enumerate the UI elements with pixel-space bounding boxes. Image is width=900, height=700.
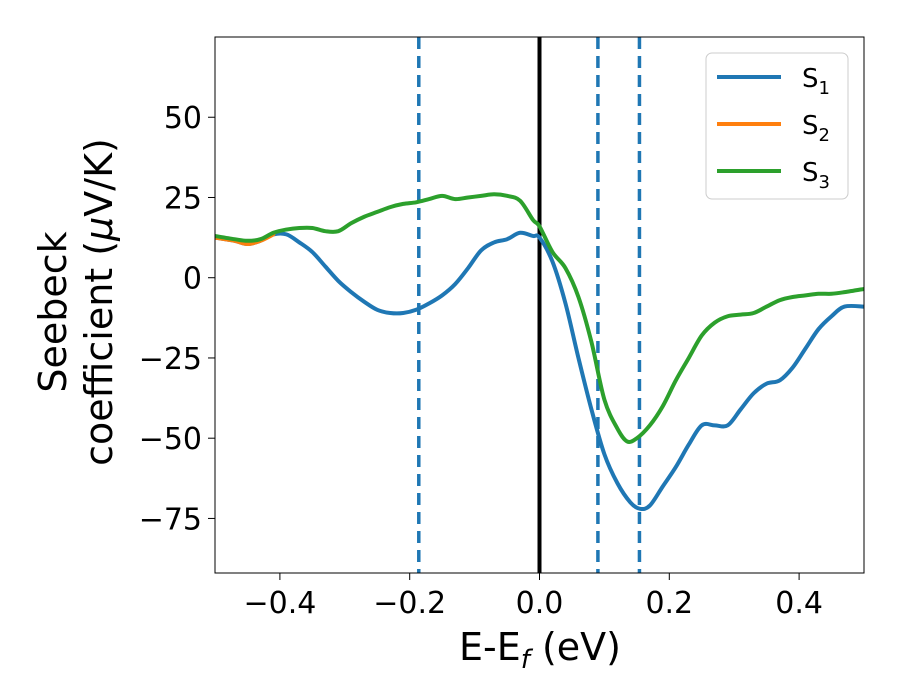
x-axis-label: E-Ef (eV) [459, 625, 621, 675]
legend-label-s3: S3 [802, 158, 830, 193]
legend-label-s2: S2 [802, 111, 830, 146]
y-tick-label: −50 [139, 422, 202, 457]
series-line-s1 [215, 230, 864, 512]
y-axis-label-line1: Seebeck [31, 231, 75, 392]
x-tick-label: 0.0 [516, 586, 564, 621]
legend: S1 S2 S3 [705, 52, 849, 200]
x-tick-label: −0.2 [373, 586, 446, 621]
x-tick-label: −0.4 [243, 586, 316, 621]
x-axis-ticks: −0.4 −0.2 0.0 0.2 0.4 [243, 573, 823, 621]
y-tick-label: 50 [164, 101, 202, 136]
x-tick-label: 0.4 [775, 586, 823, 621]
vertical-reference-lines [417, 37, 642, 573]
y-tick-label: 25 [164, 181, 202, 216]
y-axis-label: Seebeck coefficient (μV/K) [31, 138, 121, 466]
legend-label-s1: S1 [802, 64, 830, 99]
series-line-s3 [215, 192, 864, 444]
y-tick-label: −75 [139, 502, 202, 537]
y-axis-label-line2: coefficient (μV/K) [77, 138, 121, 466]
series-lines [215, 192, 864, 512]
y-tick-label: −25 [139, 342, 202, 377]
y-axis-ticks: 50 25 0 −25 −50 −75 [139, 101, 215, 537]
x-tick-label: 0.2 [645, 586, 693, 621]
y-tick-label: 0 [183, 262, 202, 297]
